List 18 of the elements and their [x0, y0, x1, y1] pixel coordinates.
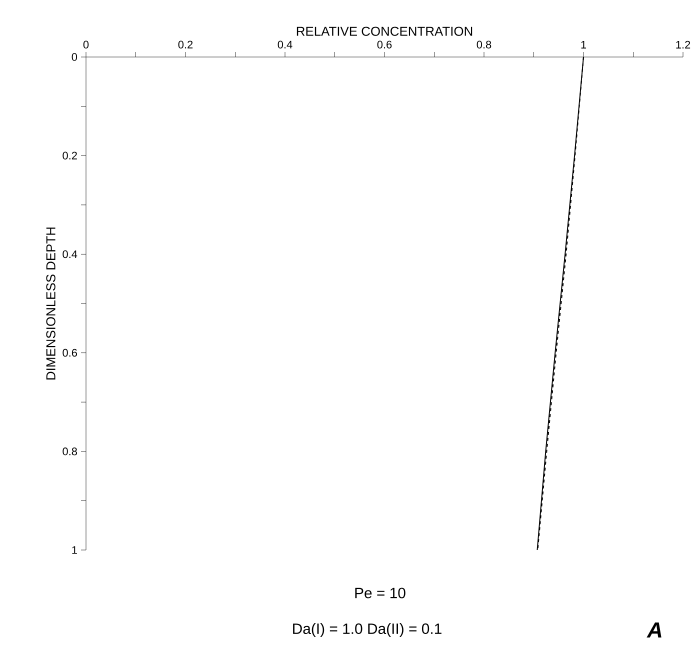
x-tick-label: 0.2: [178, 40, 193, 48]
y-tick-label: 0.2: [62, 152, 77, 160]
y-axis-title: DIMENSIONLESS DEPTH: [46, 228, 56, 380]
x-tick-label: 0.6: [377, 40, 392, 48]
y-tick-label: 0.6: [62, 348, 77, 357]
x-tick-label: 1.2: [676, 40, 690, 48]
x-axis-title: RELATIVE CONCENTRATION: [296, 26, 472, 36]
y-tick-label: 0.4: [62, 250, 78, 258]
x-tick-label: 1: [581, 40, 586, 48]
y-tick-label: 1: [72, 546, 77, 554]
text: A: [646, 622, 662, 638]
text: Pe = 10: [355, 588, 406, 598]
x-tick-label: 0.4: [278, 40, 292, 48]
y-tick-label: 0.8: [62, 448, 77, 456]
y-tick-label: 0: [72, 53, 78, 61]
x-tick-label: 0: [83, 40, 89, 48]
text: Da(I) = 1.0 Da(II) = 0.1: [293, 623, 442, 637]
x-tick-label: 0.8: [476, 40, 492, 48]
